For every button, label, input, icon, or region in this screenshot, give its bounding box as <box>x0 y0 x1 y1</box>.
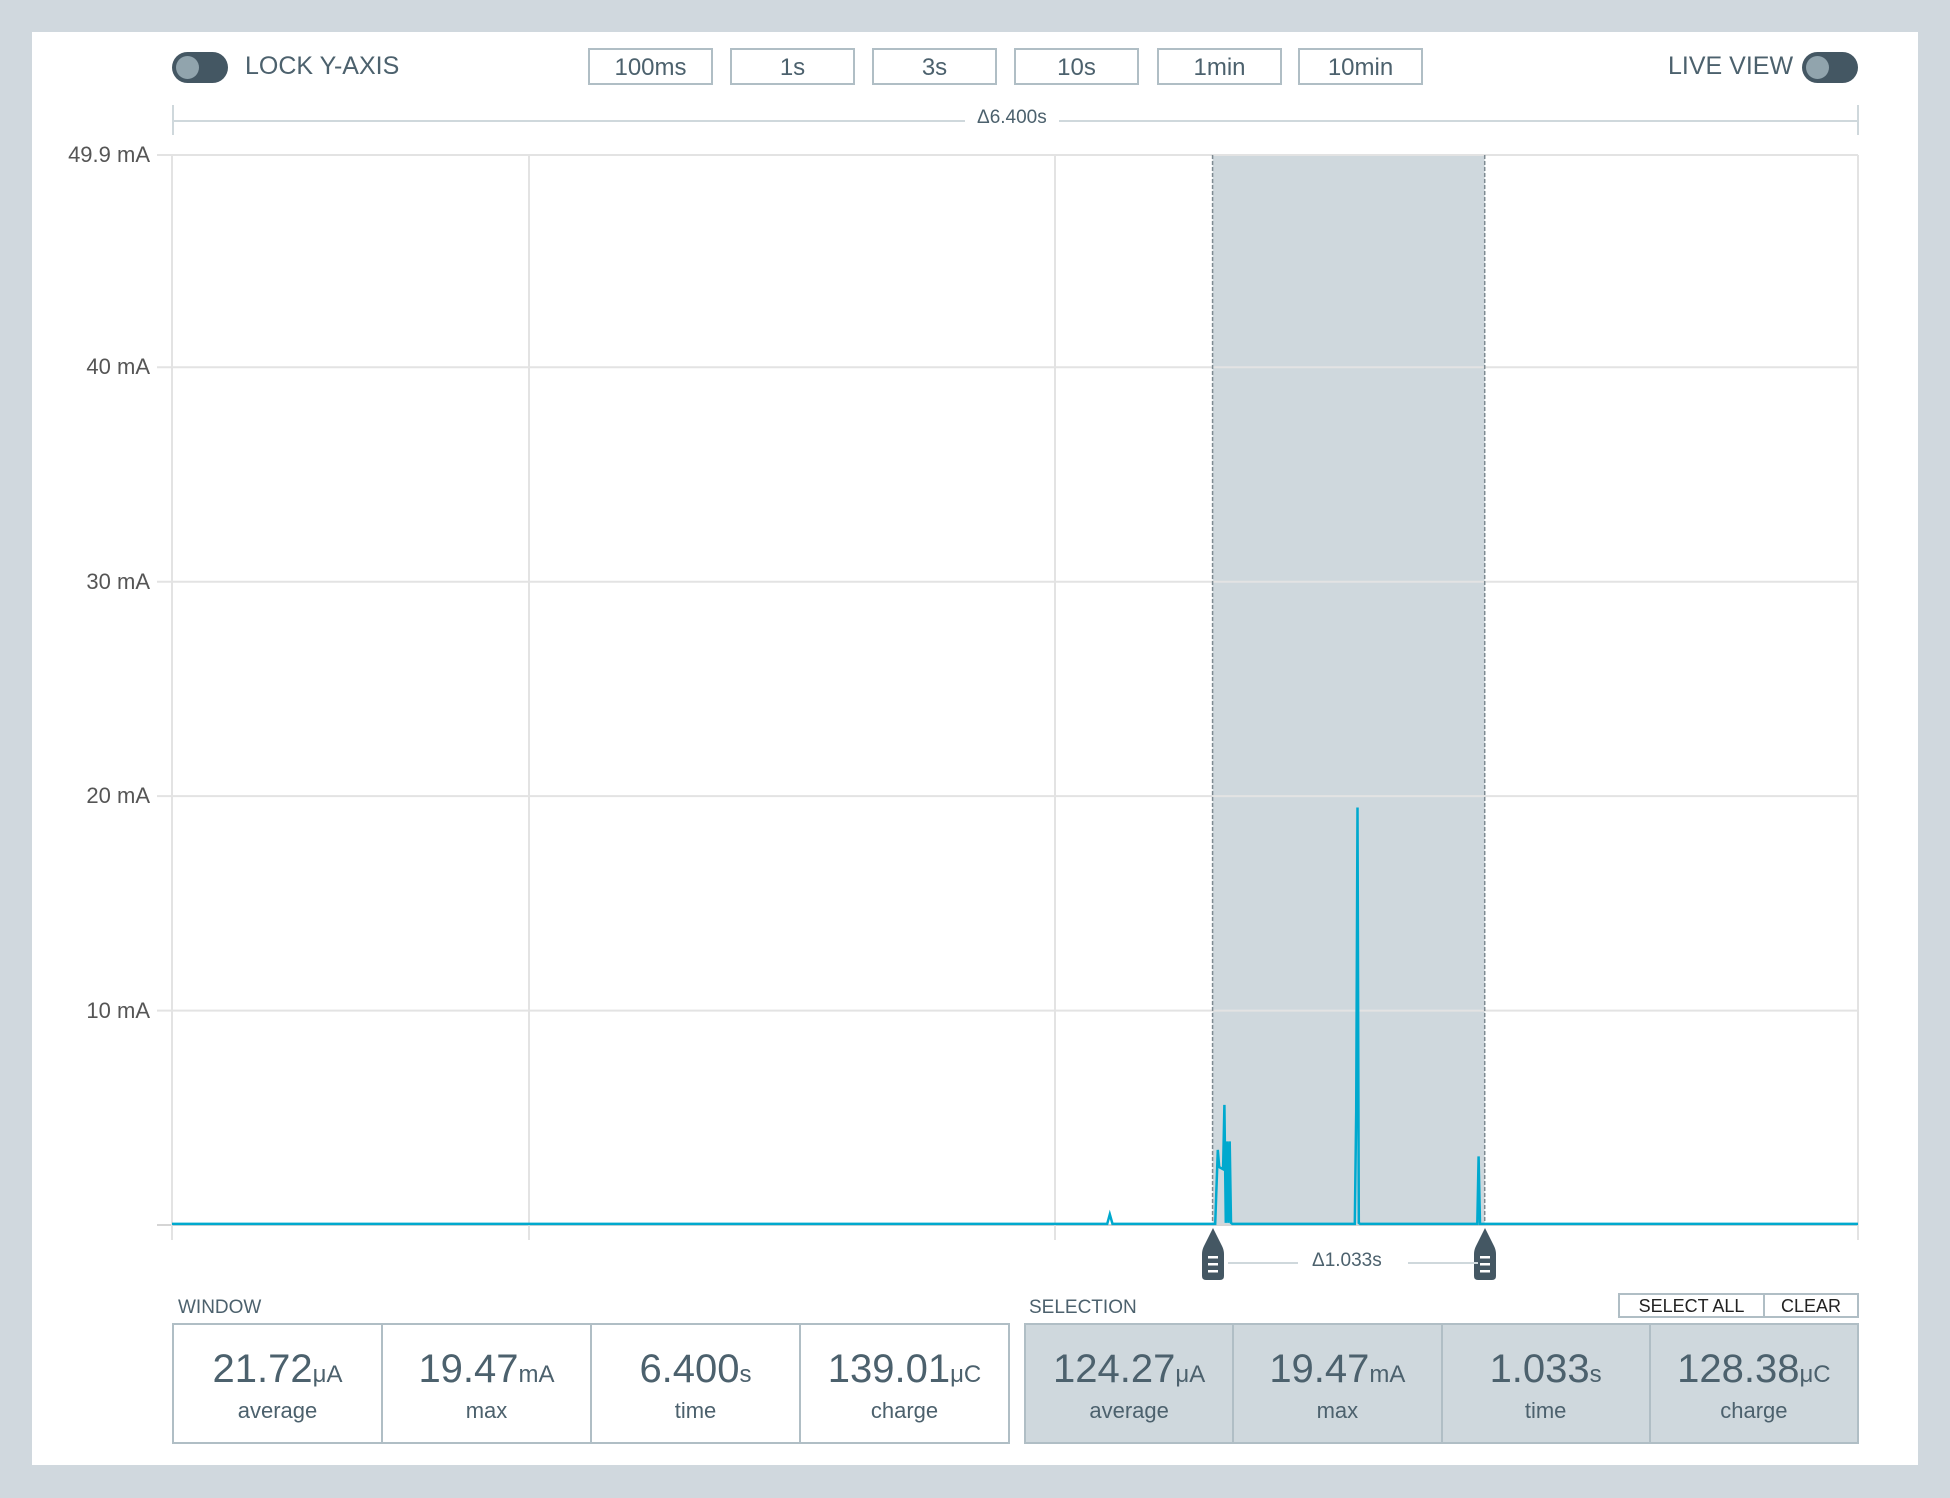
y-tick-label: 49.9 mA <box>68 142 150 167</box>
label: max <box>1316 1398 1359 1423</box>
unit: μC <box>950 1361 982 1388</box>
label: charge <box>1720 1398 1788 1423</box>
label: max <box>465 1398 508 1423</box>
window-1min-button[interactable]: 1min <box>1157 48 1282 85</box>
y-tick-label: 10 mA <box>86 997 150 1023</box>
window-span-label: Δ6.400s <box>965 107 1059 129</box>
value: 124.27 <box>1053 1347 1176 1391</box>
live-view-label: LIVE VIEW <box>1668 52 1794 80</box>
selection-charge: 128.38μC charge <box>1651 1325 1857 1442</box>
unit: mA <box>518 1361 555 1388</box>
window-time: 6.400s time <box>592 1325 801 1442</box>
selection-time: 1.033s time <box>1443 1325 1651 1442</box>
selection-start-handle[interactable] <box>1201 1228 1224 1280</box>
selection-average: 124.27μA average <box>1026 1325 1235 1442</box>
unit: s <box>1589 1361 1602 1388</box>
window-average: 21.72μA average <box>174 1325 383 1442</box>
y-tick-label: 40 mA <box>86 354 150 380</box>
unit: μA <box>312 1361 343 1388</box>
selection-span-line <box>1228 1262 1298 1264</box>
y-tick-label: 30 mA <box>86 568 150 594</box>
selection-stats: 124.27μA average 19.47mA max 1.033s time 12… <box>1024 1323 1859 1444</box>
window-3s-button[interactable]: 3s <box>872 48 997 85</box>
current-chart[interactable] <box>0 0 1950 1300</box>
handle-grip-icon <box>1201 1228 1224 1280</box>
toggle-knob <box>176 56 199 79</box>
value: 128.38 <box>1677 1347 1800 1391</box>
label: time <box>674 1398 717 1423</box>
live-view-toggle[interactable] <box>1802 52 1858 83</box>
toggle-knob <box>1806 56 1829 79</box>
power-profiler-panel <box>32 32 1918 1465</box>
label: time <box>1524 1398 1567 1423</box>
value: 19.47 <box>1269 1347 1370 1391</box>
window-section-label: WINDOW <box>178 1297 262 1318</box>
selection-max: 19.47mA max <box>1234 1325 1443 1442</box>
span-bracket-right <box>1857 105 1859 135</box>
selection-span-line <box>1408 1262 1478 1264</box>
selection-section-label: SELECTION <box>1029 1297 1137 1318</box>
label: charge <box>870 1398 939 1423</box>
current-trace <box>172 807 1858 1226</box>
window-10s-button[interactable]: 10s <box>1014 48 1139 85</box>
window-100ms-button[interactable]: 100ms <box>588 48 713 85</box>
window-charge: 139.01μC charge <box>801 1325 1008 1442</box>
value: 21.72 <box>212 1347 313 1391</box>
unit: s <box>739 1361 752 1388</box>
lock-y-axis-label: LOCK Y-AXIS <box>245 52 400 80</box>
lock-y-axis-toggle[interactable] <box>172 52 228 83</box>
unit: mA <box>1369 1361 1406 1388</box>
value: 6.400 <box>639 1347 740 1391</box>
selection-end-handle[interactable] <box>1473 1228 1496 1280</box>
y-tick-label: 20 mA <box>86 783 150 809</box>
label: average <box>237 1398 318 1423</box>
window-stats: 21.72μA average 19.47mA max 6.400s time 139… <box>172 1323 1010 1444</box>
window-1s-button[interactable]: 1s <box>730 48 855 85</box>
value: 139.01 <box>827 1347 951 1391</box>
unit: μC <box>1799 1361 1831 1388</box>
value: 1.033 <box>1489 1347 1590 1391</box>
window-max: 19.47mA max <box>383 1325 592 1442</box>
select-all-button[interactable]: SELECT ALL <box>1618 1293 1765 1318</box>
handle-grip-icon <box>1473 1228 1496 1280</box>
selection-region <box>1212 155 1485 1225</box>
unit: μA <box>1175 1361 1206 1388</box>
selection-span-label: Δ1.033s <box>1312 1250 1382 1271</box>
label: average <box>1089 1398 1169 1423</box>
window-10min-button[interactable]: 10min <box>1298 48 1423 85</box>
value: 19.47 <box>418 1347 519 1391</box>
clear-button[interactable]: CLEAR <box>1763 1293 1859 1318</box>
